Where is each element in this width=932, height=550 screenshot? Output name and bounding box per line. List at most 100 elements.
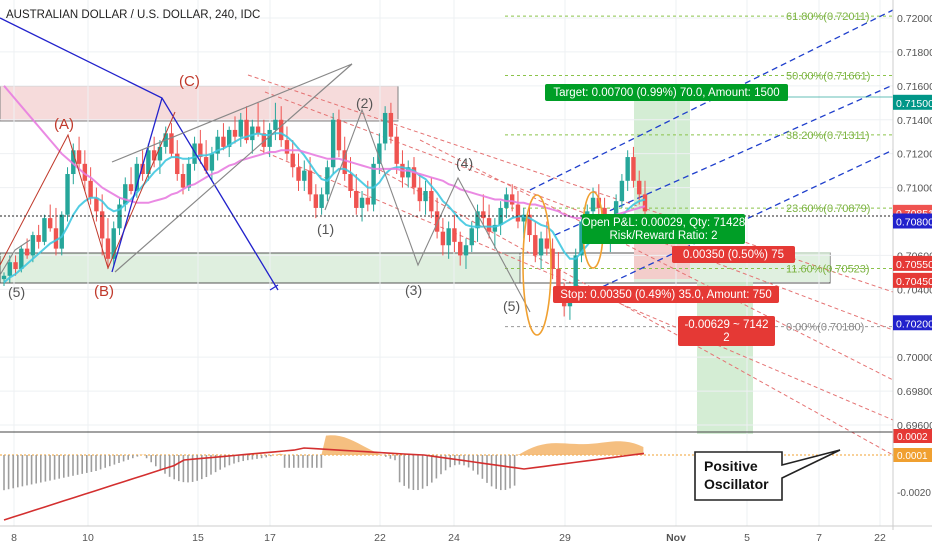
candle-body	[625, 157, 630, 181]
candle-body	[157, 146, 163, 161]
oscillator-pane: 0.0002 0.0001 -0.0020 Positive Oscillator	[0, 429, 932, 521]
candle-body	[232, 129, 238, 137]
demand-zone-left	[0, 252, 521, 284]
candle-body	[330, 119, 336, 168]
candle-body	[7, 262, 12, 276]
candle-body	[336, 119, 342, 151]
candle-body	[105, 238, 111, 259]
wedge-pattern	[111, 63, 353, 273]
wedge-line	[111, 97, 163, 273]
candle-body	[186, 163, 191, 188]
wave-c-label: (C)	[179, 73, 200, 90]
sma-line	[3, 132, 646, 284]
osc-area	[4, 435, 644, 455]
pnl-label: Open P&L: 0.00029, Qty: 71428	[582, 217, 746, 229]
candle-body	[238, 119, 243, 137]
x-tick: 24	[448, 532, 460, 544]
candle-body	[515, 204, 521, 222]
fib-label: 50.00%(0.71661)	[786, 70, 870, 82]
candle-body	[94, 197, 99, 212]
callout-text: Oscillator	[704, 476, 769, 492]
candle-body	[47, 218, 53, 229]
channel-blue-line	[554, 84, 894, 236]
candle-body	[30, 235, 36, 256]
candle-body	[394, 136, 399, 164]
candle-body	[203, 157, 209, 171]
candle-body	[440, 231, 446, 246]
candle-body	[13, 262, 18, 269]
candle-body	[417, 187, 422, 202]
price-tag: 0.70800	[896, 217, 932, 229]
candle-body	[261, 133, 267, 147]
candle-body	[117, 204, 122, 229]
candle-body	[146, 150, 151, 175]
loss-label-bg	[678, 316, 775, 346]
candle-body	[463, 245, 469, 256]
candle-body	[169, 133, 174, 154]
candle-body	[492, 224, 498, 232]
stop-label-bg	[553, 286, 779, 303]
x-tick: 5	[744, 532, 750, 544]
x-tick: 22	[374, 532, 386, 544]
y-tick: 0.71400	[897, 115, 932, 127]
candle-body	[411, 167, 417, 188]
price-tag: 0.70200	[896, 318, 932, 330]
pnl-label-bg	[582, 214, 745, 244]
callout-text: Positive	[704, 458, 758, 474]
candles	[1, 102, 648, 320]
candle-body	[128, 184, 134, 191]
candle-body	[99, 211, 105, 239]
candle-body	[579, 221, 584, 256]
y-tick: 0.71600	[897, 81, 932, 93]
price-tag-bg	[893, 315, 932, 331]
x-tick: 29	[559, 532, 571, 544]
highlight-ellipse	[522, 194, 552, 336]
pnl-label: Risk/Reward Ratio: 2	[609, 230, 717, 242]
candle-body	[42, 218, 47, 242]
candle-body	[134, 163, 140, 191]
stop-small-label-bg	[672, 246, 795, 263]
y-tick: 0.71000	[897, 183, 932, 195]
candle-body	[175, 153, 180, 175]
wave-b-label: (B)	[94, 283, 114, 300]
candle-body	[284, 140, 290, 154]
osc-tick: -0.0020	[897, 488, 931, 499]
candle-body	[486, 218, 492, 232]
candle-body	[348, 174, 353, 191]
candle-body	[434, 211, 440, 232]
y-tick: 0.70000	[897, 352, 932, 364]
fib-label: 23.60%(0.70879)	[786, 203, 870, 215]
candle-body	[406, 167, 411, 178]
candle-body	[24, 248, 30, 256]
osc-tag-bg	[893, 448, 932, 462]
candle-body	[296, 167, 301, 181]
candle-body	[111, 228, 116, 259]
candle-body	[273, 119, 278, 130]
candle-body	[527, 214, 532, 236]
callout-box	[694, 449, 841, 501]
y-tick: 0.71200	[897, 149, 932, 161]
supply-zone	[0, 85, 399, 122]
wave-5-left-label: (5)	[8, 284, 25, 300]
candle-body	[429, 190, 434, 212]
candle-body	[371, 163, 376, 205]
fib-label: 61.80%(0.72011)	[786, 11, 870, 23]
price-tag-bg	[893, 213, 932, 229]
wave-abc	[0, 111, 176, 270]
wave-5-label: (5)	[503, 298, 520, 314]
x-tick: 8	[11, 532, 17, 544]
wave-a-label: (A)	[54, 116, 74, 133]
candle-body	[267, 129, 272, 147]
osc-signal-line	[3, 447, 645, 521]
candle-body	[377, 143, 382, 164]
chart-title: AUSTRALIAN DOLLAR / U.S. DOLLAR, 240, ID…	[6, 9, 260, 21]
price-tag: 0.70450	[896, 276, 932, 288]
candle-body	[446, 228, 451, 246]
candle-body	[313, 194, 319, 208]
candle-body	[590, 197, 596, 212]
candle-body	[388, 112, 394, 137]
y-tick: 0.69600	[897, 420, 932, 432]
candle-body	[573, 255, 578, 290]
